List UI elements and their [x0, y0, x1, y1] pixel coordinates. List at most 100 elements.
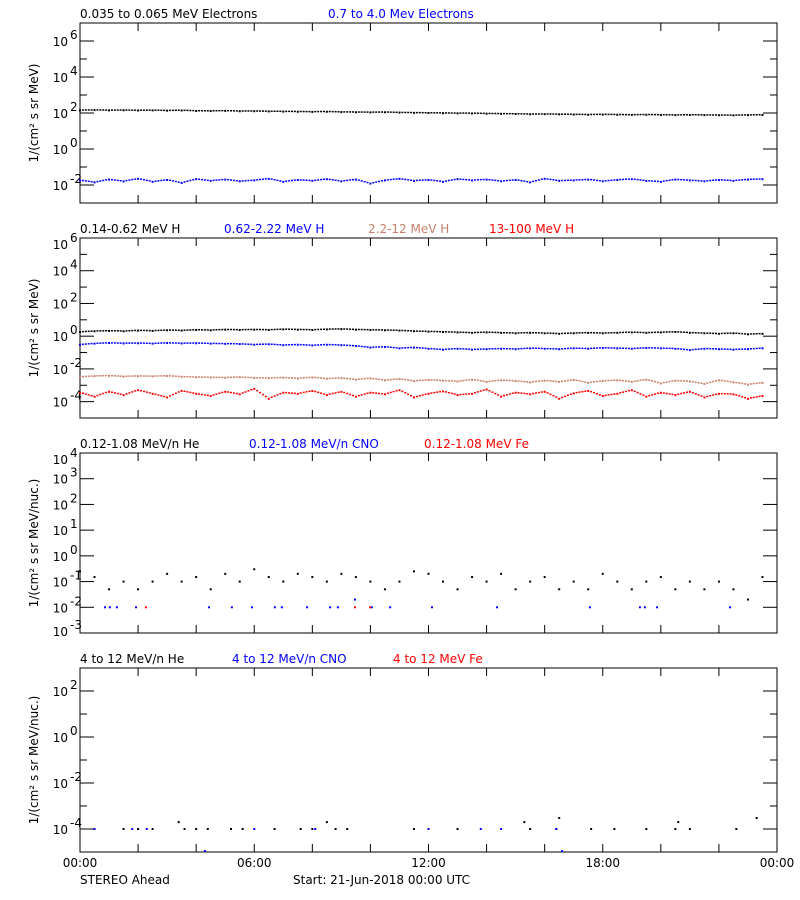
data-point: [453, 347, 456, 350]
data-point: [677, 348, 680, 350]
data-point: [453, 380, 456, 382]
data-point: [473, 348, 476, 351]
data-point: [81, 109, 84, 111]
data-point: [282, 580, 285, 583]
data-point: [482, 389, 485, 391]
data-point: [279, 376, 282, 379]
y-tick-exponent: 4: [70, 258, 78, 272]
data-point: [735, 828, 738, 830]
data-point: [259, 110, 262, 112]
data-point: [218, 392, 221, 394]
data-point: [503, 394, 506, 397]
data-point: [267, 177, 270, 180]
data-point: [99, 330, 102, 332]
data-point: [720, 114, 723, 116]
data-point: [410, 330, 413, 332]
data-point: [119, 179, 122, 182]
data-point: [412, 179, 415, 182]
data-point: [389, 346, 392, 349]
data-point: [273, 110, 276, 112]
data-point: [604, 394, 607, 397]
data-point: [369, 377, 372, 380]
data-point: [90, 342, 93, 345]
data-point: [142, 342, 145, 344]
data-point: [578, 113, 581, 116]
data-point: [720, 179, 723, 181]
data-point: [587, 178, 590, 181]
data-point: [386, 179, 389, 181]
data-point: [575, 113, 578, 116]
data-point: [270, 343, 273, 345]
data-point: [302, 110, 305, 113]
data-point: [424, 111, 427, 114]
data-point: [110, 329, 113, 332]
data-point: [703, 332, 706, 335]
data-point: [102, 374, 105, 377]
data-point: [555, 828, 558, 830]
data-point: [752, 114, 755, 116]
data-point: [372, 346, 375, 348]
data-point: [520, 179, 523, 182]
data-point: [163, 342, 166, 344]
data-point: [235, 110, 238, 112]
data-point: [108, 390, 111, 393]
data-point: [520, 392, 523, 394]
data-point: [613, 113, 616, 116]
data-point: [639, 347, 642, 349]
data-point: [642, 113, 645, 116]
data-point: [346, 111, 349, 113]
data-point: [291, 328, 294, 331]
data-point: [378, 111, 381, 113]
data-point: [587, 588, 590, 591]
data-point: [183, 109, 186, 112]
data-point: [537, 380, 540, 382]
data-point: [683, 380, 686, 382]
data-point: [581, 347, 584, 350]
data-point: [230, 179, 233, 181]
data-point: [546, 332, 549, 334]
data-point: [256, 343, 259, 346]
data-point: [601, 113, 604, 116]
data-point: [651, 113, 654, 116]
data-point: [729, 380, 732, 383]
data-point: [488, 380, 491, 383]
y-tick-label: 10: [53, 363, 68, 377]
data-point: [444, 331, 447, 333]
data-point: [642, 331, 645, 334]
data-point: [273, 179, 276, 181]
data-point: [247, 179, 250, 182]
y-tick-label: 10: [53, 498, 68, 512]
data-point: [142, 109, 145, 111]
data-point: [125, 342, 128, 344]
data-point: [261, 377, 264, 379]
data-point: [383, 179, 386, 182]
data-point: [407, 179, 410, 181]
data-point: [485, 348, 488, 351]
data-point: [497, 179, 500, 182]
data-point: [444, 348, 447, 350]
data-point: [354, 598, 357, 601]
data-point: [230, 328, 233, 331]
legend-entry: 4 to 12 MeV/n He: [80, 652, 184, 666]
y-tick-exponent: -4: [70, 816, 82, 830]
data-point: [357, 111, 360, 113]
data-point: [227, 178, 230, 181]
data-point: [264, 178, 267, 180]
data-point: [151, 375, 154, 378]
data-point: [488, 178, 491, 181]
data-point: [590, 178, 593, 181]
data-point: [381, 111, 384, 113]
data-point: [392, 329, 395, 331]
data-point: [534, 392, 537, 394]
data-point: [610, 347, 613, 349]
data-point: [578, 347, 581, 350]
data-point: [450, 380, 453, 382]
data-point: [407, 346, 410, 349]
data-point: [392, 346, 395, 349]
data-point: [119, 342, 122, 344]
data-point: [360, 111, 363, 113]
data-point: [291, 343, 294, 346]
data-point: [427, 379, 430, 382]
data-point: [174, 180, 177, 183]
data-point: [703, 114, 706, 117]
